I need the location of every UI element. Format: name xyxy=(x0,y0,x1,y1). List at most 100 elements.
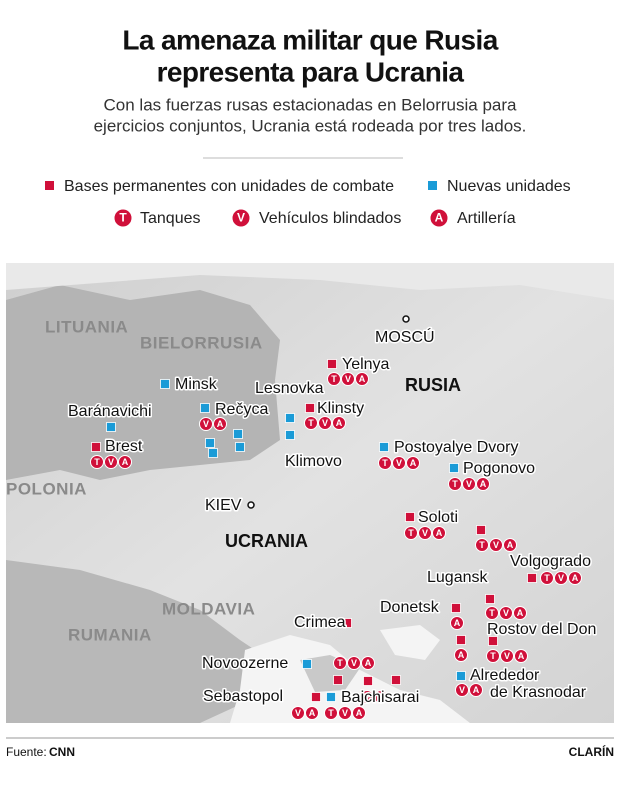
badge-letter: T xyxy=(308,418,314,428)
badge-letter: T xyxy=(382,458,388,468)
country-label: RUMANIA xyxy=(68,625,152,644)
badge-letter: V xyxy=(342,708,348,718)
unit-badge: A xyxy=(450,616,464,630)
unit-badge: T xyxy=(448,477,462,491)
map xyxy=(6,263,614,723)
badge-letter: V xyxy=(493,540,499,550)
place-label: Volgogrado xyxy=(510,553,591,570)
new-unit xyxy=(449,463,459,473)
badge-circle xyxy=(305,706,319,720)
badge-circle xyxy=(500,649,514,663)
permanent-base xyxy=(327,359,337,369)
permanent-base xyxy=(391,675,401,685)
title: La amenaza militar que Rusia xyxy=(122,24,498,55)
place-label: Novoozerne xyxy=(202,655,288,672)
permanent-base xyxy=(485,594,495,604)
unit-badge: V xyxy=(499,606,513,620)
place-label: Donetsk xyxy=(380,599,440,616)
badge-letter: T xyxy=(337,658,343,668)
badge-circle xyxy=(338,706,352,720)
unit-badge: V xyxy=(360,690,374,704)
badge-letter: V xyxy=(345,374,351,384)
unit-badge: A xyxy=(374,690,388,704)
badge-letter: A xyxy=(378,692,385,702)
permanent-base xyxy=(488,636,498,646)
unit-badge: A xyxy=(476,477,490,491)
badge-letter: V xyxy=(396,458,402,468)
badge-letter: T xyxy=(331,374,337,384)
unit-badge: V xyxy=(554,571,568,585)
belarus-region xyxy=(6,285,280,480)
badge-letter: A xyxy=(410,458,417,468)
place-label: Crimea xyxy=(294,614,346,631)
new-unit xyxy=(326,692,336,702)
badge-letter: A xyxy=(356,708,363,718)
badge-circle xyxy=(404,526,418,540)
badge-circle xyxy=(469,683,483,697)
unit-badge: V xyxy=(291,706,305,720)
badge-circle xyxy=(540,571,554,585)
badge-letter: A xyxy=(454,618,461,628)
place-label: Pogonovo xyxy=(463,460,535,477)
unit-badge: T xyxy=(378,456,392,470)
badge-circle xyxy=(318,416,332,430)
legend-label: Tanques xyxy=(140,210,201,227)
place-label: Rostov del Don xyxy=(487,621,596,638)
unit-badge: V xyxy=(231,208,251,228)
badge-circle xyxy=(476,477,490,491)
unit-badge: T xyxy=(540,571,554,585)
badge-circle xyxy=(454,648,468,662)
unit-badge: T xyxy=(404,526,418,540)
badge-letter: T xyxy=(479,540,485,550)
badge-letter: T xyxy=(544,573,550,583)
permanent-base xyxy=(363,676,373,686)
badge-circle xyxy=(406,456,420,470)
badge-circle xyxy=(378,456,392,470)
unit-badge: A xyxy=(361,656,375,670)
badge-letter: A xyxy=(365,658,372,668)
badge-circle xyxy=(199,417,213,431)
badge-circle xyxy=(104,455,118,469)
permanent-base xyxy=(311,692,321,702)
unit-badge: T xyxy=(333,656,347,670)
badge-circle xyxy=(231,208,251,228)
place-label: Rečyca xyxy=(215,401,268,418)
unit-badge: V xyxy=(455,683,469,697)
brand: CLARÍN xyxy=(569,744,614,759)
country-label: MOLDAVIA xyxy=(162,599,255,618)
badge-letter: V xyxy=(503,608,509,618)
badge-circle xyxy=(291,706,305,720)
badge-letter: A xyxy=(217,419,224,429)
badge-circle xyxy=(352,706,366,720)
place-label: Sebastopol xyxy=(203,688,283,705)
permanent-base xyxy=(476,525,486,535)
badge-letter: A xyxy=(436,528,443,538)
city-label: KIEV xyxy=(205,497,242,514)
badge-circle xyxy=(568,571,582,585)
badge-letter: V xyxy=(364,692,370,702)
new-unit xyxy=(379,442,389,452)
unit-badge: A xyxy=(469,683,483,697)
place-label: Brest xyxy=(105,438,143,455)
country-label: RUSIA xyxy=(405,375,461,395)
badge-circle xyxy=(327,372,341,386)
badge-circle xyxy=(514,649,528,663)
badge-circle xyxy=(455,683,469,697)
country-label: UCRANIA xyxy=(225,531,308,551)
legend-swatch xyxy=(428,181,437,190)
badge-letter: T xyxy=(119,211,127,225)
badge-letter: V xyxy=(108,457,114,467)
badge-circle xyxy=(432,526,446,540)
unit-badge: A xyxy=(355,372,369,386)
place-label: Klimovo xyxy=(285,453,342,470)
legend-label: Artillería xyxy=(457,210,516,227)
badge-circle xyxy=(499,606,513,620)
unit-badge: V xyxy=(341,372,355,386)
new-unit xyxy=(200,403,210,413)
source: CNN xyxy=(49,745,75,759)
unit-badge: T xyxy=(475,538,489,552)
southwest-region xyxy=(6,560,270,723)
country-label: POLONIA xyxy=(6,479,87,498)
permanent-base xyxy=(91,442,101,452)
city-dot xyxy=(247,501,255,509)
